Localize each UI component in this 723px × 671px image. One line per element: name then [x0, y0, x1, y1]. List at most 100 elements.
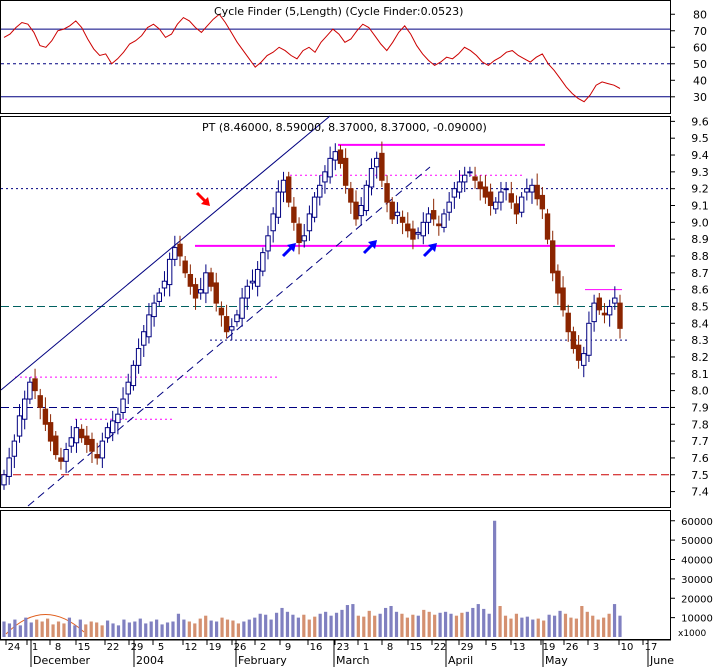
- candle-up: [110, 420, 116, 434]
- candle-up: [73, 427, 80, 444]
- candle-down: [596, 297, 602, 311]
- volume-bar: [471, 607, 475, 637]
- volume-bar: [29, 622, 33, 637]
- day-tick-label: 5: [158, 642, 164, 653]
- volume-bar: [56, 621, 61, 637]
- candle-up: [1, 474, 7, 486]
- candle-down: [337, 149, 344, 164]
- volume-bar: [155, 619, 159, 637]
- volume-bar: [204, 615, 208, 637]
- candle-up: [581, 353, 587, 366]
- month-label: February: [238, 654, 287, 667]
- month-label: May: [545, 654, 568, 667]
- day-tick-label: 8: [387, 642, 393, 653]
- volume-bar: [253, 617, 257, 637]
- candle-up: [234, 314, 240, 323]
- candle-down: [555, 270, 561, 294]
- candle-up: [22, 398, 28, 420]
- day-tick-label: 9: [285, 642, 291, 653]
- red-arrow-marker: [195, 191, 210, 206]
- volume-bar: [547, 614, 551, 637]
- day-tick-label: 2: [260, 642, 266, 653]
- candle-up: [156, 292, 162, 302]
- day-tick-label: 24: [8, 642, 21, 653]
- price-tick-label: 9.4: [691, 149, 709, 162]
- candle-up: [420, 221, 426, 237]
- volume-bar: [345, 605, 350, 637]
- volume-bar: [591, 615, 595, 637]
- price-tick-label: 9.2: [691, 183, 709, 196]
- volume-bar: [307, 619, 311, 637]
- day-tick-label: 22: [107, 642, 120, 653]
- candle-down: [192, 284, 199, 299]
- candle-down: [477, 181, 483, 190]
- indicator-tick-label: 40: [693, 74, 707, 87]
- volume-bar: [176, 613, 181, 637]
- volume-bar: [520, 617, 524, 637]
- volume-bar: [356, 615, 360, 637]
- candle-up: [301, 235, 307, 242]
- volume-bar: [351, 604, 355, 637]
- volume-bar: [84, 624, 88, 637]
- candle-up: [606, 305, 613, 316]
- candle-up: [322, 171, 328, 183]
- price-tick-label: 7.4: [691, 486, 709, 499]
- candle-up: [332, 151, 338, 161]
- candle-up: [358, 205, 364, 217]
- candle-up: [249, 280, 256, 284]
- volume-bar: [231, 620, 235, 637]
- candle-down: [405, 223, 411, 232]
- volume-bar: [585, 611, 589, 637]
- volume-bar: [40, 621, 44, 637]
- volume-bar: [78, 619, 82, 637]
- volume-bar: [552, 615, 557, 637]
- volume-bar: [215, 621, 219, 637]
- candle-down: [218, 307, 225, 316]
- indicator-tick-label: 50: [693, 58, 707, 71]
- arrow-head: [201, 197, 210, 206]
- price-tick-label: 9.6: [691, 115, 709, 128]
- arrow-head: [368, 240, 377, 249]
- volume-bar: [531, 619, 535, 637]
- volume-bar: [536, 618, 540, 637]
- volume-bar: [133, 621, 137, 637]
- price-tick-label: 8.6: [691, 284, 709, 297]
- day-tick-label: 12: [185, 642, 198, 653]
- volume-bar: [563, 613, 568, 637]
- volume-bar: [569, 617, 573, 637]
- price-tick-label: 7.9: [691, 401, 709, 414]
- blue-arrow-marker: [281, 243, 296, 258]
- price-tick-label: 9.0: [691, 216, 709, 229]
- volume-unit-label: x1000: [678, 629, 707, 639]
- volume-bar: [542, 620, 546, 637]
- candle-down: [177, 243, 183, 257]
- volume-bar: [514, 613, 519, 637]
- candle-down: [47, 422, 54, 442]
- volume-bar: [558, 610, 562, 637]
- volume-bar: [394, 611, 399, 637]
- volume-bar: [449, 613, 453, 637]
- day-tick-label: 1: [363, 642, 369, 653]
- volume-bar: [165, 622, 170, 637]
- day-tick-label: 22: [434, 642, 447, 653]
- candle-down: [42, 408, 49, 425]
- volume-bar: [602, 617, 606, 637]
- volume-bar: [89, 621, 93, 637]
- volume-bar: [580, 606, 584, 637]
- candle-up: [415, 231, 421, 235]
- volume-bar: [149, 621, 153, 637]
- volume-bar: [24, 617, 28, 637]
- volume-bar: [324, 611, 328, 637]
- volume-bar: [242, 621, 246, 637]
- day-tick-label: 10: [621, 642, 634, 653]
- volume-tick-label: 20000: [681, 594, 713, 605]
- volume-bar: [296, 617, 300, 637]
- blue-arrow-marker: [362, 240, 377, 255]
- channel-lower-line: [27, 166, 431, 507]
- arrow-shaft: [362, 243, 374, 255]
- day-tick-label: 8: [55, 642, 61, 653]
- candle-down: [487, 191, 494, 207]
- candle-up: [498, 191, 504, 203]
- volume-tick-label: 10000: [681, 614, 713, 625]
